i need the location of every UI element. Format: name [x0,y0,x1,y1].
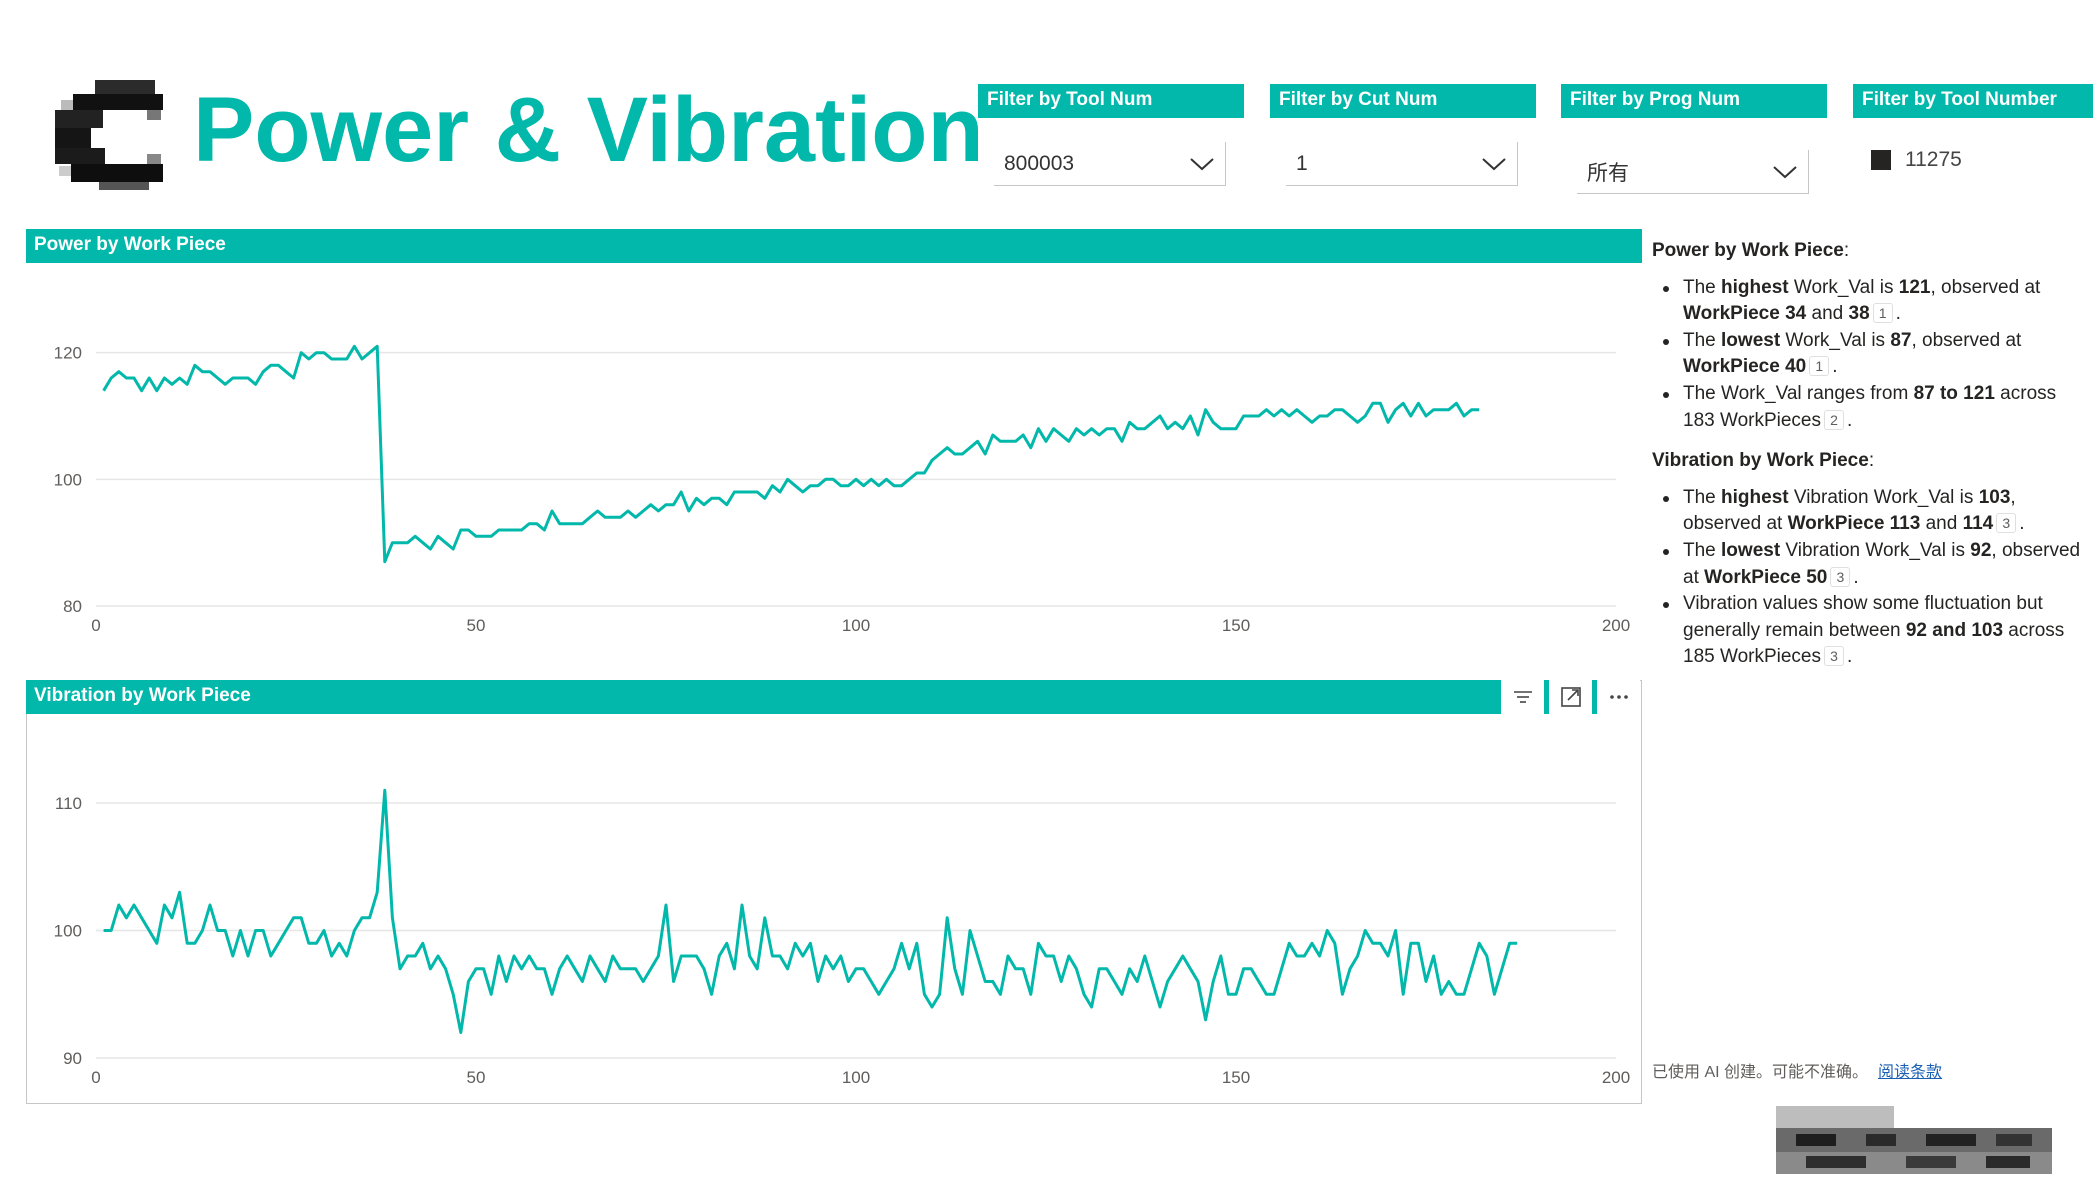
slicer-tool-number: Filter by Tool Number 11275 [1853,84,2093,194]
y-tick-label: 80 [63,597,82,616]
slicer-cut-num-dropdown[interactable]: 1 [1286,142,1518,186]
slicer-tool-number-value: 11275 [1905,148,1962,171]
citation-badge[interactable]: 1 [1809,356,1830,377]
x-tick-label: 200 [1602,616,1630,635]
slicer-prog-num: Filter by Prog Num 所有 [1561,84,1827,194]
watermark-image [1776,1106,2052,1174]
narrative-item: The lowest Vibration Work_Val is 92, obs… [1652,538,2092,591]
narrative-item: The lowest Work_Val is 87, observed at W… [1652,328,2092,381]
vibration-chart[interactable]: 90 100 110 0 50 100 150 200 [26,714,1642,1104]
chevron-down-icon [1190,157,1214,170]
slicer-cut-num: Filter by Cut Num 1 [1270,84,1536,194]
slicer-prog-num-label: Filter by Prog Num [1561,84,1827,118]
y-tick-label: 100 [54,922,82,941]
slicer-tool-num-dropdown[interactable]: 800003 [994,142,1226,186]
checkbox[interactable] [1871,150,1891,170]
slicer-tool-number-label: Filter by Tool Number [1853,84,2093,118]
terms-link[interactable]: 阅读条款 [1878,1064,1943,1081]
more-options-icon [1609,695,1628,699]
logo-icon [55,80,163,190]
x-tick-label: 50 [467,1068,486,1087]
narrative-item: The highest Work_Val is 121, observed at… [1652,275,2092,328]
vibration-visual: Vibration by Work Piece 90 100 110 0 50 100 15… [26,680,1642,1104]
chevron-down-icon [1773,165,1797,178]
x-tick-label: 150 [1222,616,1250,635]
narrative-power-list: The highest Work_Val is 121, observed at… [1652,275,2092,435]
chevron-down-icon [1482,157,1506,170]
smart-narrative: Power by Work Piece: The highest Work_Va… [1652,238,2092,685]
narrative-item: Vibration values show some fluctuation b… [1652,591,2092,671]
citation-badge[interactable]: 3 [1824,646,1844,667]
citation-badge[interactable]: 3 [1830,566,1851,587]
x-tick-label: 0 [91,1068,100,1087]
power-chart[interactable]: 80 100 120 0 50 100 150 200 [26,263,1642,639]
slicer-tool-num-value: 800003 [1004,151,1075,175]
narrative-vibration-list: The highest Vibration Work_Val is 103, o… [1652,485,2092,671]
power-visual-title: Power by Work Piece [26,229,1642,263]
series-line[interactable] [102,344,1480,564]
focus-mode-button[interactable] [1544,680,1592,714]
x-tick-label: 150 [1222,1068,1250,1087]
series-line[interactable] [103,788,1518,1034]
filter-icon [1513,691,1532,703]
x-tick-label: 100 [842,1068,870,1087]
y-tick-label: 110 [55,794,82,813]
x-tick-label: 0 [91,616,100,635]
x-tick-label: 200 [1602,1068,1630,1087]
y-tick-label: 120 [54,344,82,363]
slicer-tool-num-label: Filter by Tool Num [978,84,1244,118]
narrative-power-heading: Power by Work Piece: [1652,240,1850,261]
slicer-tool-number-option[interactable]: 11275 [1871,148,1962,172]
vibration-visual-title: Vibration by Work Piece [26,680,1500,714]
y-tick-label: 90 [63,1049,82,1068]
ai-disclaimer-text: 已使用 AI 创建。可能不准确。 [1652,1064,1869,1081]
citation-badge[interactable]: 3 [1996,513,2017,534]
slicer-prog-num-value: 所有 [1587,161,1629,185]
slicer-prog-num-dropdown[interactable]: 所有 [1577,150,1809,194]
page-title: Power & Vibration [193,79,984,181]
more-options-button[interactable] [1592,680,1640,714]
power-visual: Power by Work Piece 80 100 120 0 50 100 150 200 [26,229,1642,639]
slicer-tool-num: Filter by Tool Num 800003 [978,84,1244,194]
slicer-cut-num-label: Filter by Cut Num [1270,84,1536,118]
focus-mode-icon [1560,687,1581,707]
slicer-cut-num-value: 1 [1296,151,1308,175]
x-tick-label: 100 [842,616,870,635]
y-tick-label: 100 [54,470,82,489]
filter-button[interactable] [1496,680,1544,714]
narrative-item: The highest Vibration Work_Val is 103, o… [1652,485,2092,538]
citation-badge[interactable]: 2 [1824,409,1844,430]
narrative-vibration-heading: Vibration by Work Piece: [1652,450,1875,472]
ai-disclaimer: 已使用 AI 创建。可能不准确。 阅读条款 [1652,1058,1942,1082]
narrative-item: The Work_Val ranges from 87 to 121 acros… [1652,381,2092,434]
visual-header-toolbar [1496,680,1640,714]
citation-badge[interactable]: 1 [1872,303,1893,324]
x-tick-label: 50 [467,616,486,635]
